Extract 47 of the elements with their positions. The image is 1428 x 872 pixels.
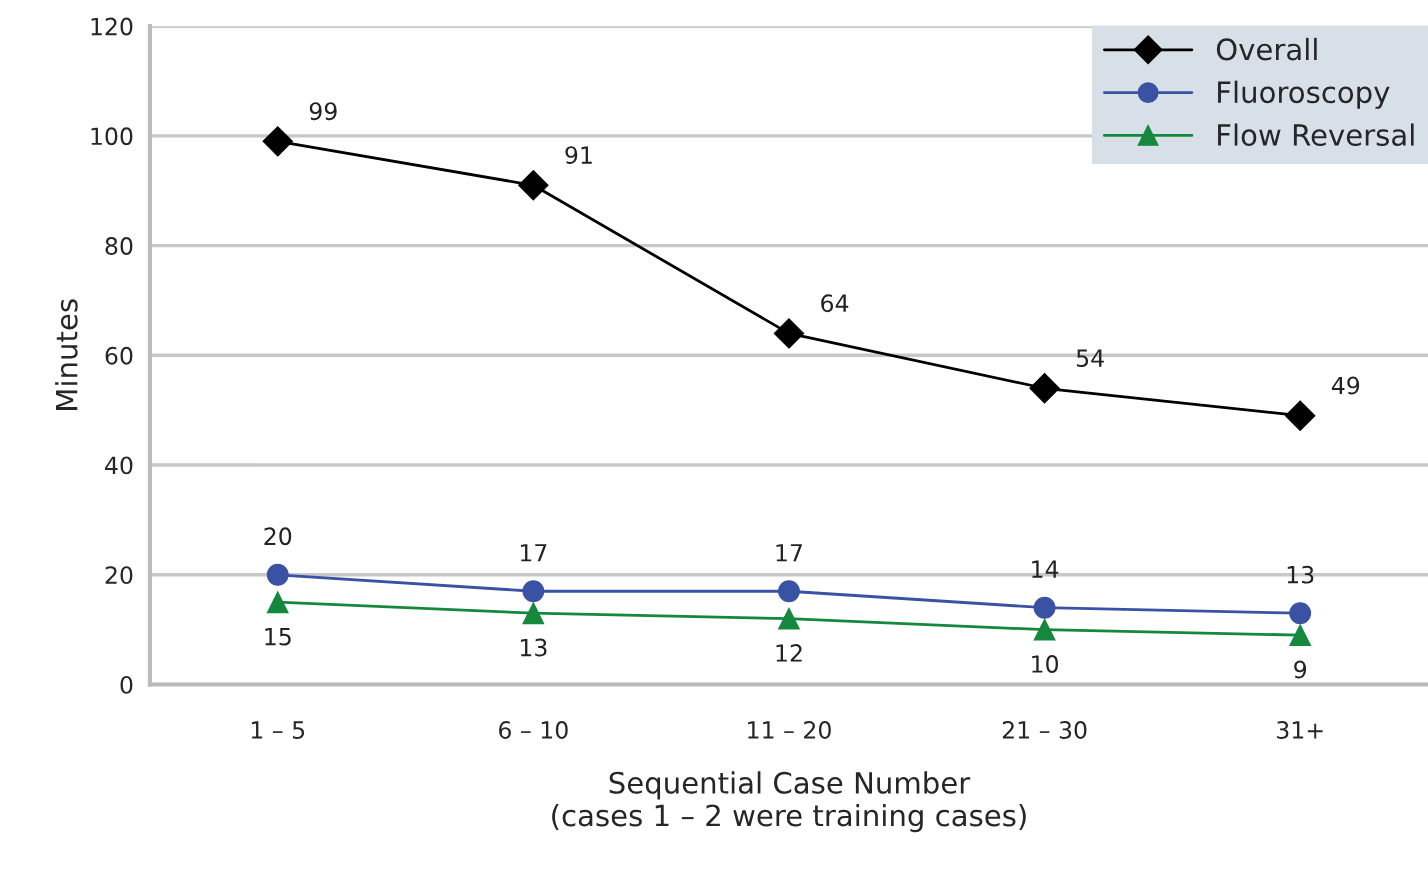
x-tick-label: 31+ bbox=[1277, 721, 1323, 739]
legend-label: Fluoroscopy bbox=[1218, 80, 1390, 109]
data-label: 12 bbox=[776, 644, 802, 662]
data-label: 13 bbox=[1287, 565, 1314, 584]
point bbox=[1289, 624, 1312, 647]
point bbox=[518, 170, 549, 201]
point bbox=[773, 318, 805, 349]
point bbox=[522, 580, 545, 603]
data-label: 91 bbox=[565, 146, 592, 165]
point bbox=[1284, 400, 1316, 431]
data-label: 14 bbox=[1032, 560, 1059, 578]
point bbox=[522, 602, 545, 625]
data-label: 17 bbox=[776, 544, 802, 562]
point bbox=[266, 591, 289, 614]
point bbox=[266, 563, 289, 586]
y-axis-title: Minutes bbox=[55, 299, 78, 410]
data-label: 9 bbox=[1294, 660, 1307, 679]
y-tick-label: 120 bbox=[91, 17, 133, 36]
legend-label: Flow Reversal bbox=[1218, 123, 1414, 147]
data-label: 20 bbox=[264, 527, 292, 546]
point bbox=[778, 607, 800, 630]
data-label: 54 bbox=[1076, 349, 1104, 368]
point bbox=[1033, 596, 1056, 619]
x-axis-title: Sequential Case Number (cases 1 – 2 were training cases) bbox=[552, 771, 1026, 833]
data-label: 49 bbox=[1331, 376, 1360, 395]
x-tick-label: 21 – 30 bbox=[1002, 721, 1087, 739]
y-tick-label: 100 bbox=[91, 127, 133, 146]
point bbox=[1033, 618, 1056, 641]
point bbox=[778, 580, 800, 603]
y-tick-label: 80 bbox=[105, 237, 133, 255]
data-label: 99 bbox=[309, 102, 337, 121]
y-tick-label: 40 bbox=[105, 456, 133, 475]
data-label: 13 bbox=[520, 638, 547, 657]
data-label: 17 bbox=[520, 544, 547, 562]
data-label: 15 bbox=[265, 627, 291, 646]
point bbox=[1029, 373, 1060, 404]
y-tick-label: 0 bbox=[120, 675, 133, 694]
data-label: 10 bbox=[1032, 655, 1059, 673]
x-tick-label: 1 – 5 bbox=[251, 721, 305, 739]
point bbox=[1289, 602, 1312, 625]
data-label: 64 bbox=[821, 294, 849, 313]
point bbox=[262, 126, 293, 157]
y-tick-label: 60 bbox=[105, 346, 133, 365]
legend-label: Overall bbox=[1216, 37, 1317, 61]
y-tick-label: 20 bbox=[105, 566, 133, 585]
x-tick-label: 6 – 10 bbox=[499, 721, 568, 739]
x-tick-label: 11 – 20 bbox=[748, 721, 831, 739]
